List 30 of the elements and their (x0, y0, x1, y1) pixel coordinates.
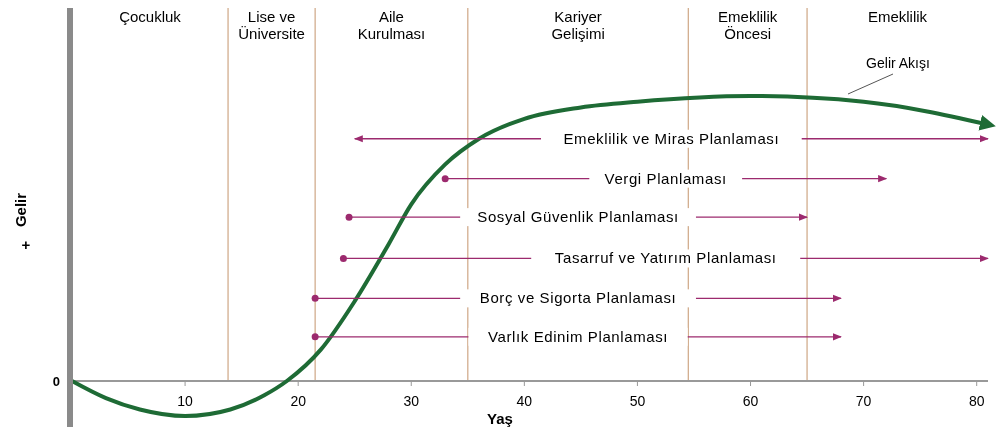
series-label: Emeklilik ve Miras Planlaması (563, 129, 780, 147)
series-label: Vergi Planlaması (604, 169, 727, 187)
x-tick-label: 60 (742, 393, 759, 409)
point (311, 333, 319, 341)
series-label: Varlık Edinim Planlaması (488, 327, 669, 345)
text: Aile Kurulması (357, 8, 426, 42)
x-tick-label: 10 (177, 393, 194, 409)
x-tick-label: 40 (516, 393, 533, 409)
x-tick-label: 80 (968, 393, 985, 409)
point (339, 254, 347, 262)
series-label: Sosyal Güvenlik Planlaması (477, 208, 679, 226)
text: Kariyer Gelişimi (551, 8, 605, 42)
x-axis-title: Yaş (487, 410, 513, 427)
x-tick-label: 30 (403, 393, 420, 409)
point (311, 294, 319, 302)
series-label: Borç ve Sigorta Planlaması (479, 289, 677, 307)
text: Gelir Akışı (866, 55, 930, 71)
x-tick-label: 70 (855, 393, 872, 409)
series-label: Tasarruf ve Yatırım Planlaması (554, 249, 777, 267)
y-axis-title: Gelir (12, 192, 29, 228)
x-tick-label: 20 (290, 393, 307, 409)
text: Emeklilik (867, 8, 928, 25)
text: Lise ve Üniversite (238, 8, 305, 42)
x-tick-label: 50 (629, 393, 646, 409)
text: + (21, 236, 31, 253)
text: Çocukluk (119, 8, 182, 25)
text: 0 (52, 374, 60, 389)
text: Emeklilik Öncesi (718, 8, 778, 42)
point (345, 213, 353, 221)
point (441, 175, 449, 183)
